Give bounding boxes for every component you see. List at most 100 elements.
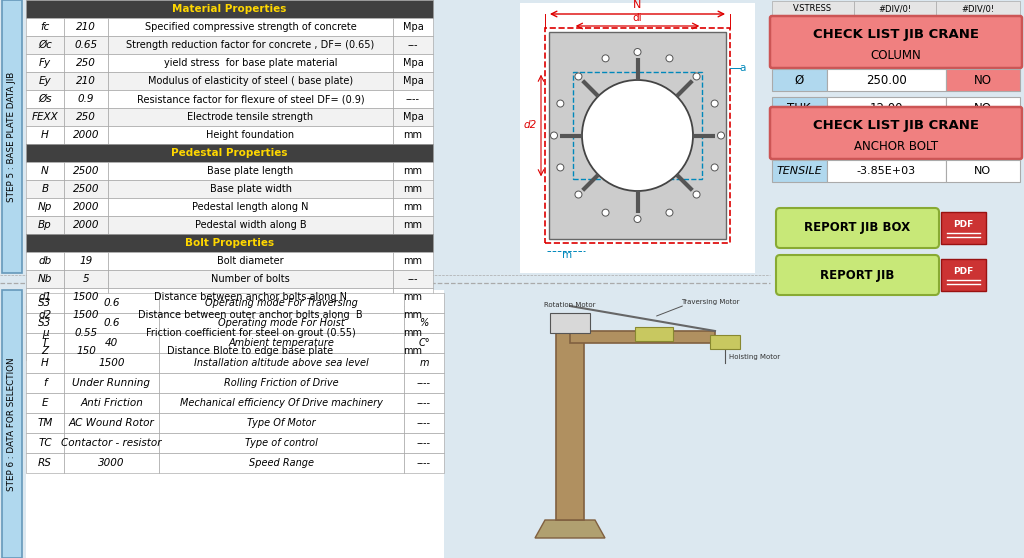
Text: NO: NO [974,74,992,86]
Polygon shape [535,520,605,538]
Text: d2: d2 [523,121,537,131]
Text: COLUMN: COLUMN [870,49,922,62]
Bar [393,324,433,342]
Text: #DIV/0!: #DIV/0! [879,4,911,13]
Text: AC Wound Rotor: AC Wound Rotor [69,418,155,428]
Bar [63,72,108,90]
FancyBboxPatch shape [776,208,939,248]
Circle shape [574,191,582,198]
Text: Under Running: Under Running [73,378,151,388]
Text: mm: mm [403,166,423,176]
Text: 210: 210 [76,22,96,32]
Text: #DIV/0!: #DIV/0! [962,4,994,13]
Bar [26,108,63,126]
Text: RS: RS [38,458,52,468]
Text: Electrode tensile strength: Electrode tensile strength [187,112,313,122]
Circle shape [582,80,693,191]
Text: Mechanical efficiency Of Drive machinery: Mechanical efficiency Of Drive machinery [180,398,383,408]
Text: 0.65: 0.65 [75,40,97,50]
Bar [108,270,393,288]
Text: PDF: PDF [953,220,974,229]
Text: V.STRESS: V.STRESS [794,4,833,13]
Text: 1500: 1500 [73,292,99,302]
Text: S3: S3 [38,318,51,328]
Text: Installation altitude above sea level: Installation altitude above sea level [195,358,369,368]
Bar [63,252,108,270]
Text: ---: --- [408,40,418,50]
Text: m: m [562,250,572,260]
Bar [26,144,433,162]
Text: %: % [420,318,429,328]
Text: m: m [419,358,429,368]
Text: 0.55: 0.55 [75,328,97,338]
Text: 2000: 2000 [73,130,99,140]
Bar [2,0,22,273]
Text: 40: 40 [104,338,118,348]
Text: 2500: 2500 [73,184,99,194]
Circle shape [557,100,564,107]
Bar [393,270,433,288]
Bar [393,18,433,36]
Bar [945,97,1020,119]
Bar [26,252,63,270]
Bar [26,0,433,273]
Text: mm: mm [403,256,423,266]
Bar [941,259,986,291]
Text: Anti Friction: Anti Friction [80,398,143,408]
Text: N: N [41,166,49,176]
Circle shape [557,164,564,171]
Text: Strength reduction factor for concrete , DF= (0.65): Strength reduction factor for concrete ,… [126,40,375,50]
Bar [63,373,159,393]
Text: Pedestal Properties: Pedestal Properties [171,148,288,158]
Bar [63,288,108,306]
Bar [26,180,63,198]
Bar [570,331,715,343]
Circle shape [602,209,609,216]
Text: Øs: Øs [38,94,52,104]
Bar [26,72,63,90]
Bar [63,453,159,473]
Bar [549,32,726,239]
Bar [772,97,826,119]
Circle shape [693,191,700,198]
Text: 19: 19 [80,256,92,266]
Circle shape [634,49,641,55]
Bar [945,69,1020,91]
Text: H: H [41,130,49,140]
Bar [63,313,159,333]
Bar [63,293,159,313]
Text: Ambient temperature: Ambient temperature [228,338,335,348]
Text: ----: ---- [417,458,431,468]
Bar [108,162,393,180]
Bar [63,306,108,324]
Text: Resistance factor for flexure of steel DF= (0.9): Resistance factor for flexure of steel D… [136,94,365,104]
Bar [63,54,108,72]
Bar [26,90,63,108]
Bar [108,180,393,198]
Text: Mpa: Mpa [402,22,423,32]
Text: 0.9: 0.9 [78,94,94,104]
Bar [63,333,159,353]
Text: Ey: Ey [39,76,51,86]
Text: Type Of Motor: Type Of Motor [247,418,315,428]
Bar [404,313,444,333]
Text: Mpa: Mpa [402,58,423,68]
Text: Specified compressive strength of concrete: Specified compressive strength of concre… [144,22,356,32]
Bar [108,54,393,72]
Text: ANCHOR BOLT: ANCHOR BOLT [854,140,938,153]
Text: REPORT JIB: REPORT JIB [820,268,895,281]
Text: Base plate width: Base plate width [210,184,292,194]
Bar [26,126,63,144]
Text: ----: ---- [417,398,431,408]
Text: Mpa: Mpa [402,112,423,122]
Text: d2: d2 [38,310,51,320]
Bar [63,324,108,342]
Text: a: a [739,62,746,73]
Circle shape [551,132,557,139]
Bar [63,126,108,144]
Text: T: T [42,338,48,348]
Text: 1500: 1500 [73,310,99,320]
Text: ----: ---- [417,438,431,448]
Text: TENSILE: TENSILE [776,166,822,176]
FancyBboxPatch shape [770,107,1022,159]
